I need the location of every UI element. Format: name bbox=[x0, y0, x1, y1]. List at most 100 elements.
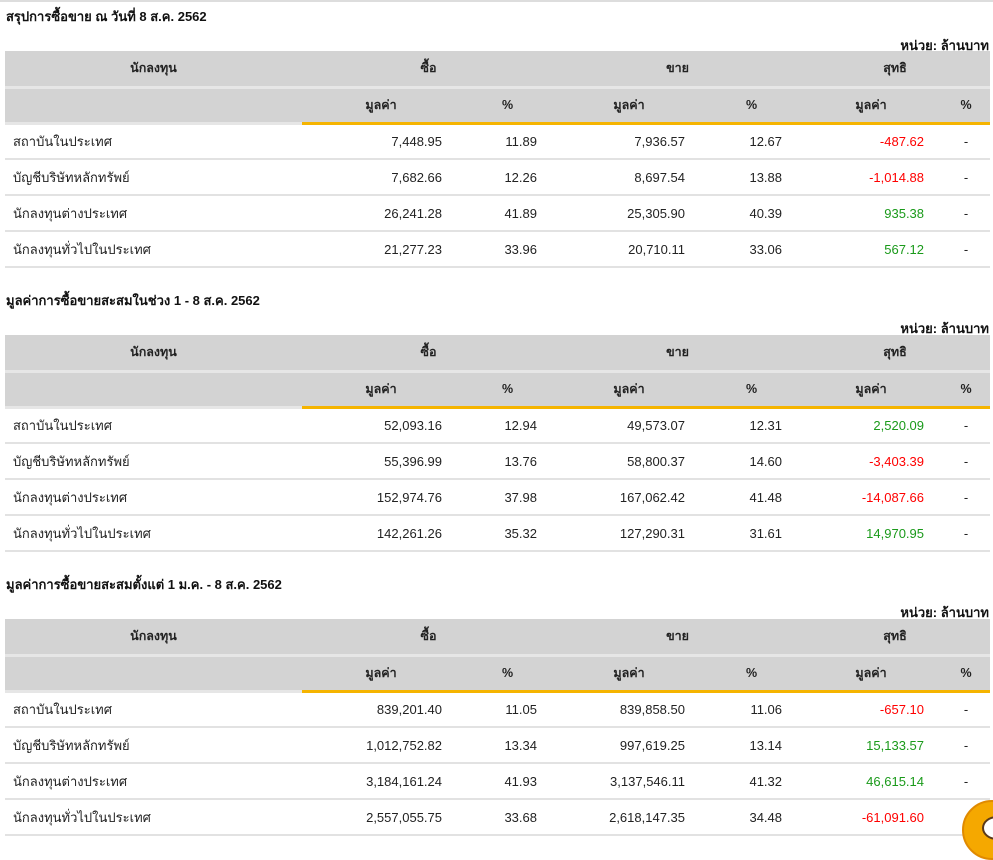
header-sell-value: มูลค่า bbox=[555, 369, 703, 409]
sell-value: 49,573.07 bbox=[555, 407, 703, 444]
buy-percent: 41.93 bbox=[460, 763, 555, 800]
table-row: นักลงทุนต่างประเทศ 152,974.76 37.98 167,… bbox=[5, 479, 991, 516]
buy-percent: 11.05 bbox=[460, 691, 555, 728]
buy-percent: 33.68 bbox=[460, 799, 555, 836]
table-row: สถาบันในประเทศ 839,201.40 11.05 839,858.… bbox=[5, 691, 991, 728]
header-investor: นักลงทุน bbox=[5, 51, 302, 87]
header-blank bbox=[5, 653, 302, 693]
investor-name: นักลงทุนทั่วไปในประเทศ bbox=[5, 799, 302, 836]
net-percent: - bbox=[942, 727, 991, 764]
header-net-value: มูลค่า bbox=[800, 369, 943, 409]
buy-percent: 13.76 bbox=[460, 443, 555, 480]
header-buy-value: มูลค่า bbox=[302, 85, 460, 125]
investor-name: นักลงทุนทั่วไปในประเทศ bbox=[5, 231, 302, 268]
header-net: สุทธิ bbox=[800, 51, 991, 87]
sell-value: 58,800.37 bbox=[555, 443, 703, 480]
sell-value: 127,290.31 bbox=[555, 515, 703, 552]
investor-name: นักลงทุนต่างประเทศ bbox=[5, 763, 302, 800]
header-net-value: มูลค่า bbox=[800, 85, 943, 125]
buy-percent: 35.32 bbox=[460, 515, 555, 552]
header-buy: ซื้อ bbox=[302, 335, 555, 371]
net-value: -487.62 bbox=[800, 123, 943, 160]
unit-label: หน่วย: ล้านบาท bbox=[900, 605, 989, 620]
investor-name: นักลงทุนต่างประเทศ bbox=[5, 195, 302, 232]
buy-percent: 37.98 bbox=[460, 479, 555, 516]
sell-value: 7,936.57 bbox=[555, 123, 703, 160]
sell-percent: 33.06 bbox=[703, 231, 801, 268]
table-row: บัญชีบริษัทหลักทรัพย์ 55,396.99 13.76 58… bbox=[5, 443, 991, 480]
net-value: 46,615.14 bbox=[800, 763, 943, 800]
net-value: -14,087.66 bbox=[800, 479, 943, 516]
sell-value: 20,710.11 bbox=[555, 231, 703, 268]
header-buy: ซื้อ bbox=[302, 619, 555, 655]
investor-name: สถาบันในประเทศ bbox=[5, 691, 302, 728]
net-percent: - bbox=[942, 479, 991, 516]
net-value: -3,403.39 bbox=[800, 443, 943, 480]
sell-value: 3,137,546.11 bbox=[555, 763, 703, 800]
buy-percent: 12.26 bbox=[460, 159, 555, 196]
header-sell-percent: % bbox=[703, 85, 801, 125]
header-net-value: มูลค่า bbox=[800, 653, 943, 693]
table-row: นักลงทุนทั่วไปในประเทศ 21,277.23 33.96 2… bbox=[5, 231, 991, 268]
header-blank bbox=[5, 369, 302, 409]
net-percent: - bbox=[942, 231, 991, 268]
sell-percent: 12.67 bbox=[703, 123, 801, 160]
unit-label: หน่วย: ล้านบาท bbox=[900, 321, 989, 336]
buy-percent: 11.89 bbox=[460, 123, 555, 160]
header-investor: นักลงทุน bbox=[5, 619, 302, 655]
net-value: 14,970.95 bbox=[800, 515, 943, 552]
table-row: นักลงทุนต่างประเทศ 26,241.28 41.89 25,30… bbox=[5, 195, 991, 232]
sell-value: 997,619.25 bbox=[555, 727, 703, 764]
header-buy-percent: % bbox=[460, 653, 555, 693]
section-title: สรุปการซื้อขาย ณ วันที่ 8 ส.ค. 2562 bbox=[6, 9, 207, 24]
investor-name: สถาบันในประเทศ bbox=[5, 407, 302, 444]
buy-percent: 41.89 bbox=[460, 195, 555, 232]
header-buy-value: มูลค่า bbox=[302, 653, 460, 693]
sell-percent: 12.31 bbox=[703, 407, 801, 444]
net-value: 567.12 bbox=[800, 231, 943, 268]
sell-percent: 41.32 bbox=[703, 763, 801, 800]
sell-value: 8,697.54 bbox=[555, 159, 703, 196]
trading-table: นักลงทุน ซื้อ ขาย สุทธิ มูลค่า% มูลค่า% มู… bbox=[5, 51, 991, 268]
net-percent: - bbox=[942, 159, 991, 196]
table-row: นักลงทุนทั่วไปในประเทศ 2,557,055.75 33.6… bbox=[5, 799, 991, 836]
header-investor: นักลงทุน bbox=[5, 335, 302, 371]
header-sell: ขาย bbox=[555, 335, 801, 371]
buy-percent: 12.94 bbox=[460, 407, 555, 444]
section-title: มูลค่าการซื้อขายสะสมในช่วง 1 - 8 ส.ค. 25… bbox=[6, 293, 260, 308]
buy-percent: 33.96 bbox=[460, 231, 555, 268]
section-title: มูลค่าการซื้อขายสะสมตั้งแต่ 1 ม.ค. - 8 ส… bbox=[6, 577, 282, 592]
buy-value: 1,012,752.82 bbox=[302, 727, 460, 764]
buy-value: 55,396.99 bbox=[302, 443, 460, 480]
header-net-percent: % bbox=[942, 369, 991, 409]
net-value: 935.38 bbox=[800, 195, 943, 232]
trading-table: นักลงทุน ซื้อ ขาย สุทธิ มูลค่า% มูลค่า% มู… bbox=[5, 335, 991, 552]
table-row: สถาบันในประเทศ 52,093.16 12.94 49,573.07… bbox=[5, 407, 991, 444]
net-value: -61,091.60 bbox=[800, 799, 943, 836]
buy-value: 839,201.40 bbox=[302, 691, 460, 728]
sell-percent: 13.14 bbox=[703, 727, 801, 764]
header-net-percent: % bbox=[942, 653, 991, 693]
buy-value: 152,974.76 bbox=[302, 479, 460, 516]
net-percent: - bbox=[942, 763, 991, 800]
header-buy-percent: % bbox=[460, 369, 555, 409]
sell-value: 25,305.90 bbox=[555, 195, 703, 232]
sell-percent: 31.61 bbox=[703, 515, 801, 552]
header-sell-value: มูลค่า bbox=[555, 653, 703, 693]
net-value: -1,014.88 bbox=[800, 159, 943, 196]
net-percent: - bbox=[942, 443, 991, 480]
buy-value: 2,557,055.75 bbox=[302, 799, 460, 836]
header-net: สุทธิ bbox=[800, 619, 991, 655]
net-percent: - bbox=[942, 195, 991, 232]
table-row: นักลงทุนต่างประเทศ 3,184,161.24 41.93 3,… bbox=[5, 763, 991, 800]
investor-name: นักลงทุนทั่วไปในประเทศ bbox=[5, 515, 302, 552]
unit-label: หน่วย: ล้านบาท bbox=[900, 38, 989, 53]
header-sell-percent: % bbox=[703, 653, 801, 693]
sell-percent: 14.60 bbox=[703, 443, 801, 480]
sell-value: 839,858.50 bbox=[555, 691, 703, 728]
buy-value: 26,241.28 bbox=[302, 195, 460, 232]
sell-percent: 41.48 bbox=[703, 479, 801, 516]
header-blank bbox=[5, 85, 302, 125]
header-buy-value: มูลค่า bbox=[302, 369, 460, 409]
net-percent: - bbox=[942, 515, 991, 552]
